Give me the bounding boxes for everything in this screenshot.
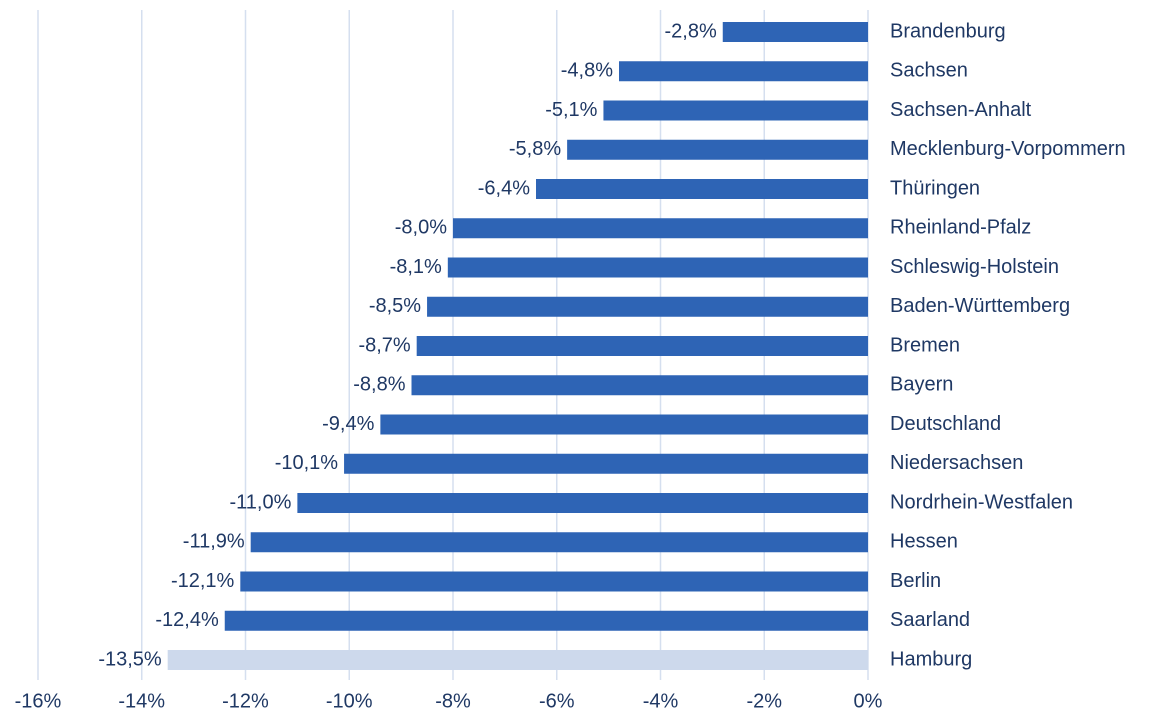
bar xyxy=(453,218,868,239)
category-label: Mecklenburg-Vorpommern xyxy=(890,138,1126,160)
value-label: -10,1% xyxy=(275,452,339,474)
value-label: -8,8% xyxy=(353,374,405,396)
x-tick-label: 0% xyxy=(854,690,883,712)
bar xyxy=(250,532,868,553)
x-tick-label: -10% xyxy=(326,690,373,712)
bar xyxy=(416,336,868,356)
category-label: Bayern xyxy=(890,374,953,396)
x-tick-label: -16% xyxy=(15,690,62,712)
x-tick-label: -14% xyxy=(118,690,165,712)
value-label: -8,0% xyxy=(395,217,447,239)
value-label: -2,8% xyxy=(665,20,717,42)
value-label: -5,8% xyxy=(509,138,561,160)
value-label: -12,4% xyxy=(155,609,219,631)
category-label: Hessen xyxy=(890,531,958,553)
x-tick-label: -4% xyxy=(643,690,679,712)
x-tick-label: -12% xyxy=(222,690,269,712)
bar xyxy=(167,650,868,670)
x-tick-label: -2% xyxy=(746,690,782,712)
bar xyxy=(411,375,868,396)
value-label: -13,5% xyxy=(98,648,162,670)
category-label: Rheinland-Pfalz xyxy=(890,217,1031,239)
category-label: Bremen xyxy=(890,334,960,356)
bar xyxy=(427,296,868,317)
value-label: -11,9% xyxy=(183,531,245,553)
category-label: Berlin xyxy=(890,570,941,592)
category-label: Nordrhein-Westfalen xyxy=(890,491,1073,513)
bar xyxy=(722,22,868,42)
bar xyxy=(380,414,868,435)
category-label: Hamburg xyxy=(890,648,972,670)
value-label: -8,1% xyxy=(390,256,442,278)
value-label: -5,1% xyxy=(545,99,597,121)
x-tick-label: -8% xyxy=(435,690,471,712)
value-label: -6,4% xyxy=(478,177,530,199)
bar xyxy=(297,493,868,513)
category-label: Brandenburg xyxy=(890,20,1006,42)
bar xyxy=(344,453,868,474)
category-label: Niedersachsen xyxy=(890,452,1023,474)
category-label: Saarland xyxy=(890,609,970,631)
value-label: -12,1% xyxy=(171,570,235,592)
value-label: -8,5% xyxy=(369,295,421,317)
bar xyxy=(603,100,868,121)
x-tick-label: -6% xyxy=(539,690,575,712)
value-label: -11,0% xyxy=(229,491,291,513)
value-label: -9,4% xyxy=(322,413,374,435)
category-label: Deutschland xyxy=(890,413,1001,435)
category-label: Sachsen-Anhalt xyxy=(890,99,1032,121)
value-label: -8,7% xyxy=(358,334,410,356)
category-label: Sachsen xyxy=(890,60,968,82)
value-label: -4,8% xyxy=(561,60,613,82)
bar xyxy=(536,179,868,199)
bar xyxy=(240,571,868,592)
category-label: Thüringen xyxy=(890,177,980,199)
bar xyxy=(619,61,868,82)
bar xyxy=(567,139,868,160)
category-label: Baden-Württemberg xyxy=(890,295,1070,317)
bar xyxy=(224,610,868,631)
bar xyxy=(447,257,868,278)
category-label: Schleswig-Holstein xyxy=(890,256,1059,278)
